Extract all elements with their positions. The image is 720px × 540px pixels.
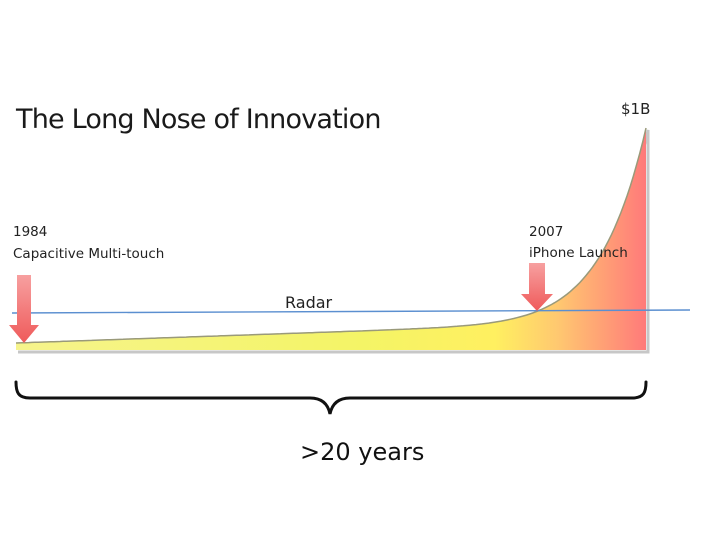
radar-line bbox=[11, 309, 691, 314]
marker-1984-year: 1984 bbox=[13, 224, 48, 240]
span-label: >20 years bbox=[300, 438, 425, 466]
marker-arrow-1984 bbox=[9, 275, 39, 343]
marker-2007-label: iPhone Launch bbox=[529, 245, 628, 261]
radar-label: Radar bbox=[285, 293, 333, 312]
marker-arrow-2007 bbox=[521, 263, 553, 311]
innovation-curve-area bbox=[16, 128, 646, 350]
marker-1984-label: Capacitive Multi-touch bbox=[13, 246, 165, 262]
span-brace bbox=[14, 380, 648, 415]
marker-2007-year: 2007 bbox=[529, 224, 564, 240]
peak-value-label: $1B bbox=[621, 100, 651, 118]
innovation-curve-edge bbox=[15, 127, 647, 344]
chart-title: The Long Nose of Innovation bbox=[16, 104, 381, 135]
